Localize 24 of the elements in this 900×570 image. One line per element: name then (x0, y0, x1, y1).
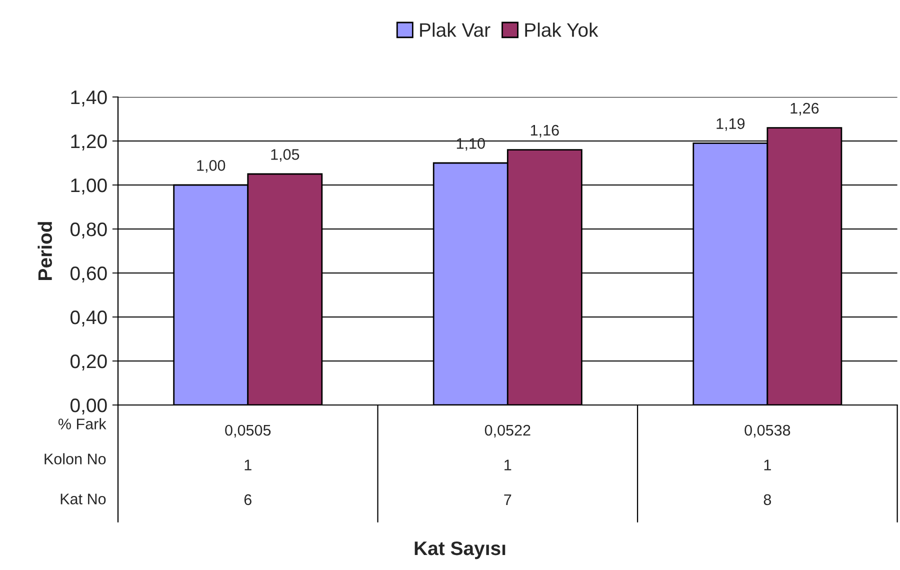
legend-label: Plak Var (420, 22, 490, 37)
y-tick-label: 0,40 (70, 310, 107, 327)
data-label: 1,16 (530, 124, 559, 138)
y-tick-label: 0,00 (70, 398, 107, 415)
text: % Fark (58, 418, 106, 430)
text: Kat Sayısı (414, 541, 506, 560)
y-tick-label: 0,80 (70, 222, 107, 239)
data-label: 1,05 (271, 149, 300, 162)
y-tick-label: 0,20 (70, 354, 107, 371)
text: Kat No (60, 494, 106, 504)
y-tick-label: 1,40 (71, 90, 107, 107)
category-label: 0,0505 1 6 (225, 424, 271, 506)
y-tick-label: 1,20 (71, 134, 107, 151)
legend-label: Plak Yok (525, 22, 598, 37)
y-tick-label: 1,00 (71, 178, 107, 195)
text: Kolon No (44, 453, 106, 464)
category-label: 0,0538 1 8 (744, 424, 790, 506)
data-label: 1,26 (790, 102, 819, 116)
data-label: 1,10 (456, 138, 485, 151)
data-label: 1,00 (197, 160, 226, 173)
y-tick-label: 0,60 (70, 266, 107, 283)
data-label: 1,19 (716, 118, 745, 131)
y-axis-title: Period (38, 222, 52, 280)
category-label: 0,0522 1 7 (484, 424, 530, 505)
